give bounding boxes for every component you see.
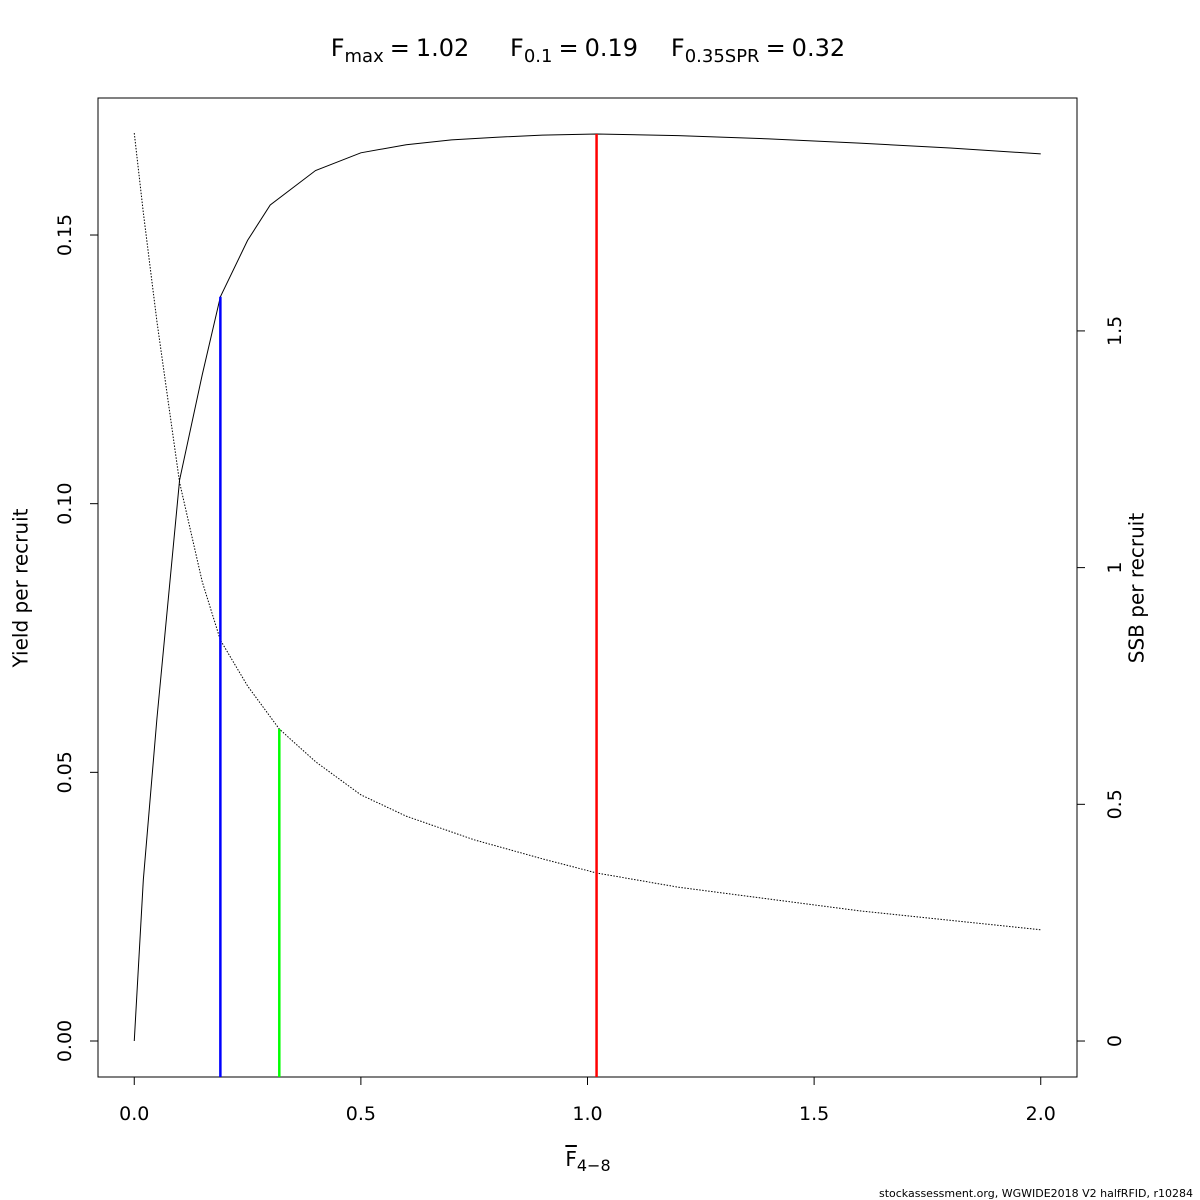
y-tick-label: 0.10: [54, 483, 76, 525]
y2-tick-label: 0.5: [1104, 789, 1126, 819]
x-tick-label: 0.5: [346, 1103, 376, 1125]
x-label-subscript: 4−8: [577, 1156, 611, 1175]
x-tick-label: 1.0: [572, 1103, 602, 1125]
title-subscript: max: [345, 46, 385, 67]
series-line: [133, 132, 1041, 931]
title-symbol: F: [510, 34, 524, 62]
footnote: stockassessment.org, WGWIDE2018 V2 halfR…: [879, 1187, 1193, 1200]
y2-axis-label: SSB per recruit: [1125, 513, 1149, 664]
x-axis-label: F4−8: [565, 1147, 610, 1175]
title-equals: =: [558, 34, 578, 62]
y2-tick-label: 1.5: [1104, 316, 1126, 346]
title-subscript: 0.35SPR: [685, 46, 760, 67]
title-value: 0.19: [585, 34, 638, 62]
title-part: F0.1 = 0.19: [510, 34, 638, 67]
x-tick-label: 1.5: [799, 1103, 829, 1125]
title-equals: =: [766, 34, 786, 62]
title-part: Fmax = 1.02: [331, 34, 470, 67]
title-value: 1.02: [416, 34, 469, 62]
y-axis-label: Yield per recruit: [9, 508, 33, 668]
title-equals: =: [390, 34, 410, 62]
y-tick-label: 0.15: [54, 214, 76, 256]
title-part: F0.35SPR = 0.32: [671, 34, 845, 67]
title-symbol: F: [331, 34, 345, 62]
x-label-symbol: F: [565, 1147, 577, 1171]
series-line: [133, 133, 1041, 1042]
x-tick-label: 2.0: [1026, 1103, 1056, 1125]
y-tick-label: 0.05: [54, 751, 76, 793]
title-value: 0.32: [792, 34, 845, 62]
x-tick-label: 0.0: [119, 1103, 149, 1125]
y2-tick-label: 0: [1104, 1035, 1126, 1047]
title-subscript: 0.1: [524, 46, 553, 67]
title-symbol: F: [671, 34, 685, 62]
y-tick-label: 0.00: [54, 1020, 76, 1062]
y2-tick-label: 1: [1104, 562, 1126, 574]
plot-box: [97, 97, 1078, 1078]
